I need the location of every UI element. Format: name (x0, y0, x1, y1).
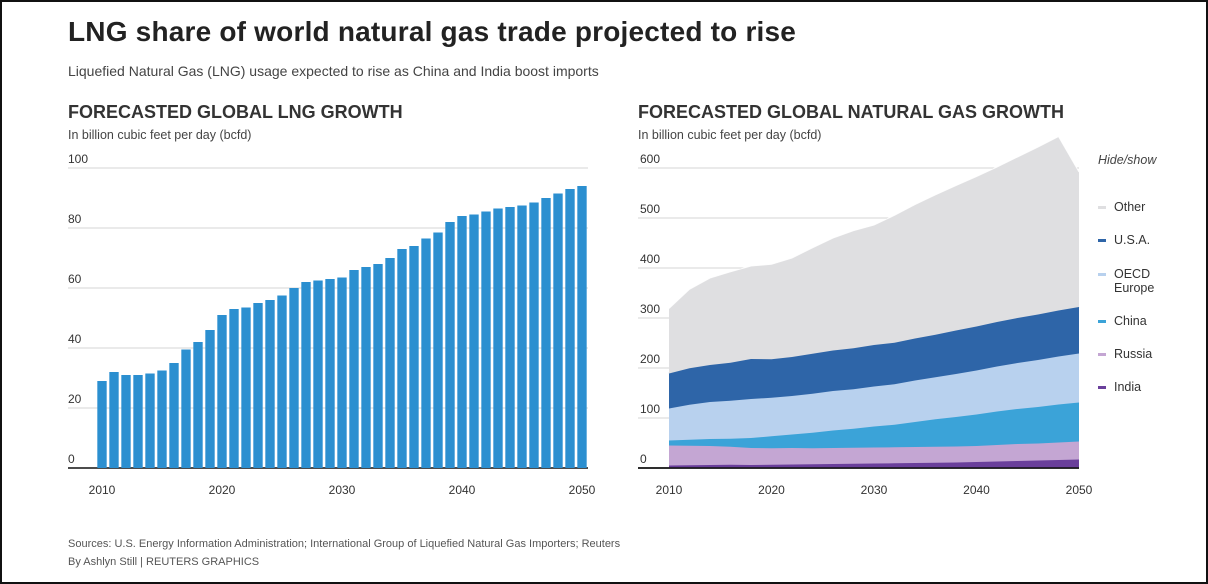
lng-bar (217, 315, 227, 468)
area-russia (669, 441, 1079, 466)
legend-label: India (1114, 380, 1142, 394)
lng-bar (469, 214, 479, 468)
lng-bar (409, 246, 419, 468)
lng-bar (193, 342, 203, 468)
lng-bar (397, 249, 407, 468)
legend-label: OECD Europe (1114, 267, 1155, 295)
legend-item-india[interactable]: India (1098, 380, 1184, 394)
legend-swatch (1098, 239, 1106, 242)
bar-x-tick-label: 2010 (89, 483, 116, 497)
area-y-tick-label: 600 (640, 152, 660, 166)
lng-bar (349, 270, 359, 468)
page-title: LNG share of world natural gas trade pro… (68, 16, 797, 47)
area-y-tick-label: 0 (640, 452, 647, 466)
area-u-s-a (669, 307, 1079, 409)
area-oecd-europe (669, 353, 1079, 441)
lng-bar (433, 232, 443, 468)
lng-bar (337, 277, 347, 468)
lng-bar (97, 381, 107, 468)
lng-bar (493, 208, 503, 468)
legend-label: China (1114, 314, 1147, 328)
area-other (669, 136, 1079, 374)
lng-bar (205, 330, 215, 468)
legend-swatch (1098, 320, 1106, 323)
lng-bar (553, 193, 563, 468)
sources-note: Sources: U.S. Energy Information Adminis… (68, 538, 621, 550)
lng-bar (361, 267, 371, 468)
area-y-tick-label: 300 (640, 302, 660, 316)
legend-item-u-s-a[interactable]: U.S.A. (1098, 233, 1184, 247)
bar-y-tick-label: 20 (68, 392, 82, 406)
legend-label: Russia (1114, 347, 1153, 361)
lng-bar (481, 211, 491, 468)
legend-item-russia[interactable]: Russia (1098, 347, 1184, 361)
lng-bar (169, 363, 179, 468)
area-y-tick-label: 400 (640, 252, 660, 266)
lng-bar (241, 307, 251, 468)
area-y-tick-label: 100 (640, 402, 660, 416)
lng-bar (265, 300, 275, 468)
legend-swatch (1098, 386, 1106, 389)
legend-toggle-label[interactable]: Hide/show (1098, 153, 1157, 167)
lng-bar (289, 288, 299, 468)
lng-bar (457, 216, 467, 468)
lng-bar (445, 222, 455, 468)
area-x-tick-label: 2030 (861, 483, 888, 497)
lng-bar (277, 295, 287, 468)
lng-bar (517, 205, 527, 468)
area-y-tick-label: 200 (640, 352, 660, 366)
byline: By Ashlyn Still | REUTERS GRAPHICS (68, 556, 260, 568)
bar-y-tick-label: 60 (68, 272, 82, 286)
bar-y-tick-label: 0 (68, 452, 75, 466)
bar-x-tick-label: 2030 (329, 483, 356, 497)
bar-x-tick-label: 2020 (209, 483, 236, 497)
lng-bar (325, 279, 335, 468)
legend-swatch (1098, 206, 1106, 209)
left-chart-unit: In billion cubic feet per day (bcfd) (68, 128, 252, 142)
lng-bar (181, 349, 191, 468)
right-chart-title: FORECASTED GLOBAL NATURAL GAS GROWTH (638, 102, 1064, 122)
lng-bar (109, 372, 119, 468)
legend-swatch (1098, 353, 1106, 356)
legend-item-china[interactable]: China (1098, 314, 1184, 328)
right-chart-unit: In billion cubic feet per day (bcfd) (638, 128, 822, 142)
area-x-tick-label: 2040 (963, 483, 990, 497)
left-chart-title: FORECASTED GLOBAL LNG GROWTH (68, 102, 403, 122)
area-y-tick-label: 500 (640, 202, 660, 216)
bar-y-tick-label: 40 (68, 332, 82, 346)
bar-y-tick-label: 80 (68, 212, 82, 226)
lng-bar (529, 202, 539, 468)
lng-bar (301, 282, 311, 468)
bar-x-tick-label: 2040 (449, 483, 476, 497)
legend-label: Other (1114, 200, 1146, 214)
lng-bar (385, 258, 395, 468)
lng-bar (565, 189, 575, 468)
bar-x-tick-label: 2050 (569, 483, 596, 497)
lng-bar (541, 198, 551, 468)
lng-bar (505, 207, 515, 468)
bar-y-tick-label: 100 (68, 152, 88, 166)
legend-item-oecd-europe[interactable]: OECD Europe (1098, 267, 1184, 295)
lng-bar (121, 375, 131, 468)
lng-bar (157, 370, 167, 468)
lng-bar (313, 280, 323, 468)
page-subtitle: Liquefied Natural Gas (LNG) usage expect… (68, 63, 599, 79)
lng-bar (421, 238, 431, 468)
area-x-tick-label: 2050 (1066, 483, 1093, 497)
lng-bar (577, 186, 587, 468)
legend-label: U.S.A. (1114, 233, 1151, 247)
area-x-tick-label: 2010 (656, 483, 683, 497)
area-x-tick-label: 2020 (758, 483, 785, 497)
legend-swatch (1098, 273, 1106, 276)
lng-bar (133, 375, 143, 468)
lng-bar (253, 303, 263, 468)
legend-item-other[interactable]: Other (1098, 200, 1184, 214)
area-other-edge (668, 135, 1080, 309)
lng-bar (229, 309, 239, 468)
lng-bar (145, 373, 155, 468)
lng-bar (373, 264, 383, 468)
